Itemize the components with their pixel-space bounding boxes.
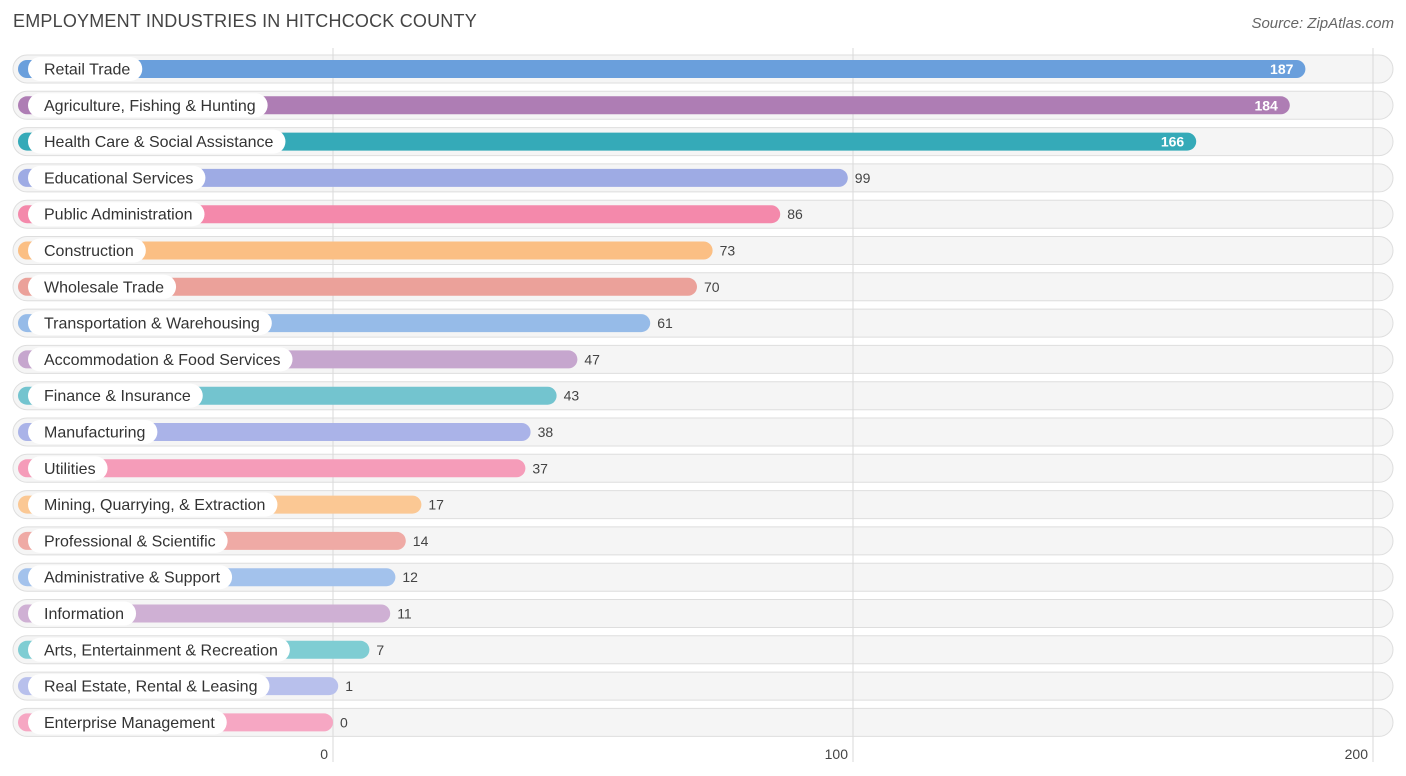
bar	[18, 241, 713, 260]
row-background	[12, 707, 1394, 737]
bar-row: Enterprise Management 0	[18, 710, 348, 735]
category-label: Accommodation & Food Services	[44, 352, 281, 369]
value-label: 43	[564, 388, 580, 404]
bar-row: Manufacturing 38	[18, 420, 553, 444]
category-label-pill	[28, 202, 205, 227]
category-label-pill	[28, 129, 286, 154]
category-label-pill	[28, 57, 143, 81]
value-label: 37	[532, 460, 548, 476]
category-label: Transportation & Warehousing	[44, 316, 260, 333]
category-label: Mining, Quarrying, & Extraction	[44, 497, 265, 514]
value-label: 187	[1270, 61, 1294, 77]
value-label: 86	[787, 206, 803, 222]
category-label-pill	[28, 674, 270, 699]
row-background	[12, 671, 1394, 701]
bar	[18, 277, 697, 296]
value-label: 12	[402, 569, 418, 585]
chart-source: Source: ZipAtlas.com	[1251, 15, 1394, 32]
value-label: 61	[657, 315, 673, 331]
category-label: Agriculture, Fishing & Hunting	[44, 98, 256, 115]
category-label: Information	[44, 606, 124, 623]
bar-row: Arts, Entertainment & Recreation 7	[18, 637, 384, 662]
value-label: 70	[704, 279, 720, 295]
x-tick-label: 100	[825, 746, 849, 762]
value-label: 17	[428, 497, 444, 513]
value-label: 7	[376, 642, 384, 658]
category-label: Administrative & Support	[44, 570, 221, 587]
category-label-pill	[28, 274, 177, 299]
value-label: 166	[1161, 134, 1185, 150]
category-label: Arts, Entertainment & Recreation	[44, 642, 278, 659]
category-label-pill	[28, 565, 233, 590]
category-label-pill	[28, 238, 146, 263]
category-label-pill	[28, 528, 228, 553]
category-label: Educational Services	[44, 170, 193, 187]
category-label: Public Administration	[44, 207, 193, 224]
value-label: 14	[413, 533, 429, 549]
bar-row: Educational Services 99	[18, 165, 871, 190]
bar-row: Health Care & Social Assistance 166	[18, 129, 1197, 154]
category-label: Health Care & Social Assistance	[44, 134, 274, 151]
category-label: Manufacturing	[44, 425, 145, 442]
category-label-pill	[28, 492, 278, 517]
category-label-pill	[28, 311, 272, 336]
bar-row: Construction 73	[18, 238, 736, 263]
category-label: Finance & Insurance	[44, 388, 191, 405]
value-label: 0	[340, 714, 348, 730]
bar	[18, 132, 1197, 151]
bar	[18, 205, 781, 224]
value-label: 99	[855, 170, 871, 186]
bar	[18, 168, 848, 187]
category-label: Utilities	[44, 461, 96, 478]
bar-row: Wholesale Trade 70	[18, 274, 720, 299]
x-tick-label: 200	[1345, 746, 1369, 762]
value-label: 184	[1254, 97, 1278, 113]
category-label: Construction	[44, 243, 134, 260]
category-label-pill	[28, 637, 290, 662]
category-label-pill	[28, 93, 268, 118]
bar-row: Real Estate, Rental & Leasing 1	[18, 674, 353, 699]
bar-row: Public Administration 86	[18, 202, 803, 227]
category-label-pill	[28, 383, 203, 408]
chart-title: EMPLOYMENT INDUSTRIES IN HITCHCOCK COUNT…	[13, 11, 477, 31]
category-label-pill	[28, 347, 293, 372]
bar-row: Administrative & Support 12	[18, 565, 418, 590]
category-label-pill	[28, 710, 227, 735]
category-label: Retail Trade	[44, 62, 130, 79]
category-label: Enterprise Management	[44, 715, 215, 732]
bar-row: Finance & Insurance 43	[18, 383, 580, 408]
bar	[18, 60, 1306, 78]
bar	[18, 96, 1290, 115]
bars: Retail Trade 187 Agriculture, Fishing & Hu…	[18, 57, 1306, 735]
bar	[18, 459, 526, 478]
bar-row: Transportation & Warehousing 61	[18, 311, 673, 336]
category-label-pill	[28, 601, 137, 626]
bar-row: Utilities 37	[18, 456, 548, 481]
category-label-pill	[28, 420, 158, 444]
bar-row: Mining, Quarrying, & Extraction 17	[18, 492, 444, 517]
x-axis-ticks: 0 100 200	[320, 746, 1368, 762]
x-tick-label: 0	[320, 746, 328, 762]
value-label: 47	[584, 351, 600, 367]
category-label: Professional & Scientific	[44, 533, 216, 550]
value-label: 11	[397, 606, 412, 622]
bar-row: Retail Trade 187	[18, 57, 1306, 81]
bar-row: Information 11	[18, 601, 412, 626]
category-label: Wholesale Trade	[44, 279, 164, 296]
category-label-pill	[28, 456, 108, 481]
bar-row: Accommodation & Food Services 47	[18, 347, 600, 372]
value-label: 73	[720, 243, 736, 259]
value-label: 38	[538, 424, 554, 440]
bar-row: Professional & Scientific 14	[18, 528, 429, 553]
category-label: Real Estate, Rental & Leasing	[44, 679, 257, 696]
bar-row: Agriculture, Fishing & Hunting 184	[18, 93, 1290, 118]
category-label-pill	[28, 165, 206, 190]
value-label: 1	[345, 678, 353, 694]
